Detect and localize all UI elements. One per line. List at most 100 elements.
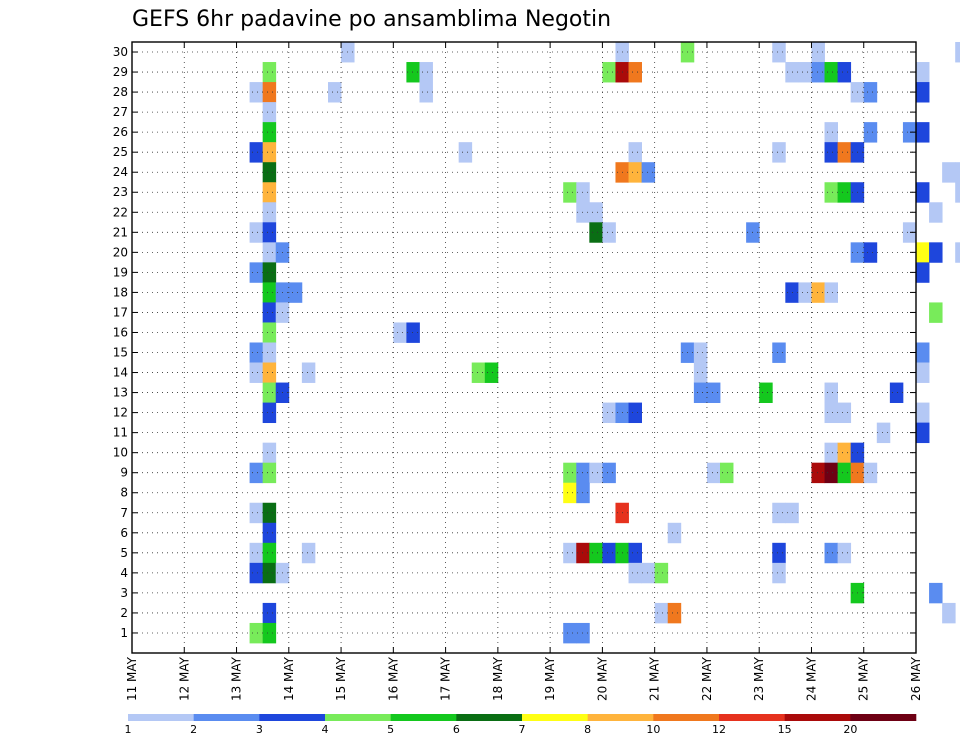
heatmap-cell [759,382,773,403]
heatmap-cell [301,542,316,564]
heatmap-cell [837,142,852,163]
heatmap-cell [628,562,642,584]
heatmap-cell [576,462,590,484]
y-tick-label: 7 [120,506,128,520]
heatmap-cell [706,382,721,403]
heatmap-cell [889,382,904,403]
x-tick-label: 15 MAY [334,656,348,701]
legend-swatch [193,714,260,721]
legend-swatch [522,714,588,721]
y-tick-label: 2 [120,606,128,620]
heatmap-cell [602,542,616,564]
heatmap-cell [811,42,825,63]
heatmap-cell [916,122,930,143]
heatmap-cell [641,162,656,183]
heatmap-cell [249,222,264,243]
heatmap-cell [916,182,930,203]
heatmap-cell [720,462,734,484]
heatmap-cell [262,602,277,624]
legend-swatch [850,714,917,721]
heatmap-cell [772,502,786,524]
heatmap-cell [837,182,852,203]
heatmap-cell [824,182,838,203]
heatmap-cell [262,622,277,644]
heatmap-cell [262,102,277,123]
y-tick-label: 21 [113,225,128,239]
heatmap-cell [563,182,577,203]
y-axis-ticks: 1234567891011121314151617181920212223242… [113,45,916,640]
heatmap-cell [916,262,930,283]
heatmap-cell [262,362,277,383]
heatmap-cell [249,502,264,524]
heatmap-cell [419,62,433,83]
heatmap-cell [602,222,616,243]
legend-label: 4 [322,723,329,736]
x-tick-label: 24 MAY [804,656,818,701]
legend-label: 10 [646,723,660,736]
y-tick-label: 16 [113,325,128,339]
x-tick-label: 25 MAY [857,656,871,701]
x-tick-label: 16 MAY [386,656,400,701]
legend-label: 15 [778,723,792,736]
heatmap-cell [589,542,603,564]
y-tick-label: 26 [113,125,128,139]
y-tick-label: 19 [113,265,128,279]
heatmap-cell [628,162,642,183]
heatmap-cell [249,362,264,383]
heatmap-cell [262,142,277,163]
y-tick-label: 10 [113,446,128,460]
heatmap-cell [955,42,960,63]
heatmap-cell [262,562,277,584]
y-tick-label: 20 [113,245,128,259]
heatmap-cell [262,322,277,343]
gridlines [132,42,916,653]
heatmap-cell [602,402,616,424]
heatmap-cell [837,442,852,464]
heatmap-cell [576,482,590,504]
heatmap-cell [693,382,708,403]
heatmap-cell [929,582,943,604]
heatmap-cell [824,542,838,564]
heatmap-cell [628,142,642,163]
heatmap-cell [563,482,577,504]
x-tick-label: 11 MAY [125,656,139,701]
heatmap-cell [393,322,407,343]
heatmap-cell [824,282,838,303]
heatmap-cell [262,542,277,564]
heatmap-cell [824,402,838,424]
heatmap-cell [772,142,786,163]
heatmap-cell [262,342,277,363]
heatmap-cell [863,242,878,263]
heatmap-cell [902,222,917,243]
heatmap-cell [798,62,812,83]
color-legend: 1 2 3 4 5 6 7 8 10 12 15 20 [125,714,917,736]
legend-swatch [719,714,785,721]
legend-swatch [259,714,326,721]
x-tick-label: 14 MAY [282,656,296,701]
heatmap-cell [563,462,577,484]
heatmap-cell [262,122,277,143]
heatmap-cell [811,462,825,484]
y-tick-label: 5 [120,546,128,560]
heatmap-cell [249,542,264,564]
chart-title: GEFS 6hr padavine po ansamblima Negotin [132,7,611,32]
heatmap-cell [667,522,682,544]
heatmap-cell [693,342,708,363]
heatmap-cell [576,182,590,203]
heatmap-cell [262,202,277,223]
heatmap-cell [902,122,917,143]
y-tick-label: 17 [113,305,128,319]
heatmap-cell [798,282,812,303]
y-tick-label: 30 [113,45,128,59]
y-tick-label: 4 [120,566,128,580]
heatmap-cell [772,342,786,363]
heatmap-cell [589,462,603,484]
heatmap-cell [589,202,603,223]
heatmap-cells [249,42,960,644]
heatmap-cell [484,362,499,383]
heatmap-cell [916,402,930,424]
heatmap-cell [693,362,708,383]
y-tick-label: 9 [120,466,128,480]
y-tick-label: 13 [113,386,128,400]
